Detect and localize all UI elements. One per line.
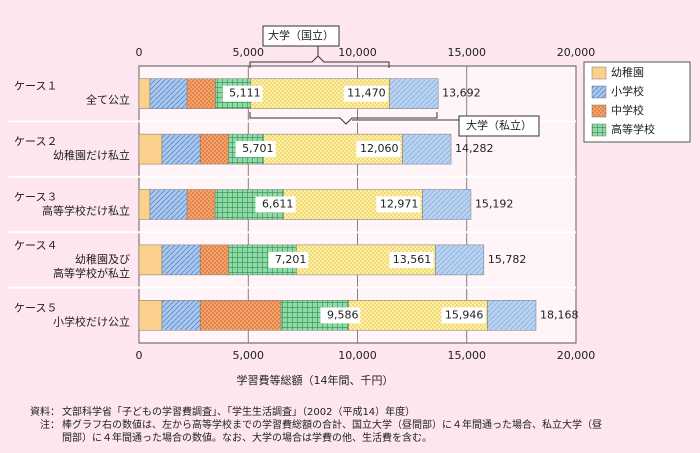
value-label: 5,111 [229,87,261,100]
bar-segment [199,300,282,331]
value-label: 18,168 [540,308,579,321]
bar-segment [161,300,201,331]
x-tick-label: 5,000 [233,349,265,362]
label-box [389,251,434,268]
label-box [235,141,276,158]
bar-segment [435,244,485,276]
bar-segment [186,78,216,109]
value-label: 5,701 [242,142,274,155]
bar-segment [138,189,151,220]
x-tick-label: 10,000 [338,46,377,59]
category-label: ケース４ [14,239,57,252]
bar-segment [138,244,163,276]
source: 文部科学省「子どもの学習費調査」、「学生生活調査」（2002（平成14）年度） [62,405,415,418]
legend-label: 小学校 [611,84,644,98]
value-label: 14,282 [455,142,494,155]
source-label: 資料： [30,405,60,418]
legend-label: 幼稚園 [611,66,644,79]
callout-label: 大学（私立） [466,118,532,132]
callout-private [249,112,540,137]
bar-segment [199,244,229,276]
value-label: 13,692 [442,87,481,100]
legend-swatch [591,104,607,118]
callout-label: 大学（国立） [268,28,334,42]
label-box [268,251,309,268]
category-label: 全て公立 [86,93,130,107]
legend-swatch [591,123,607,137]
x-tick-label: 5,000 [233,46,265,59]
x-tick-label: 0 [136,349,143,362]
x-tick-label: 20,000 [557,46,596,59]
callout-national [249,25,390,68]
x-axis-label: 学習費等総額（14年間、千円） [237,373,394,387]
category-label: 高等学校が私立 [53,266,130,280]
bar-segment [149,189,188,220]
bar-segment [487,300,537,331]
bar-segment [138,78,151,109]
category-label: 幼稚園だけ私立 [53,148,130,162]
bar-segment [389,78,439,109]
note-label: 注： [40,418,60,431]
label-box [376,196,421,213]
value-label: 6,611 [262,198,294,211]
bar-segment [138,300,163,331]
label-box [222,85,263,102]
label-box [441,307,486,324]
x-tick-label: 15,000 [448,46,487,59]
value-label: 15,946 [445,308,484,321]
category-label: ケース３ [14,191,57,204]
label-box [320,307,361,324]
x-tick-label: 10,000 [338,349,377,362]
legend-label: 高等学校 [611,122,655,136]
label-box [356,141,401,158]
bar-segment [402,133,452,165]
value-label: 7,201 [275,253,307,266]
note: 間部）に４年間通った場合の数値。なお、大学の場合は学費の他、生活費を含む。 [62,431,432,444]
value-label: 15,782 [488,253,526,266]
label-box [255,196,296,213]
value-label: 11,470 [347,87,386,100]
bar-segment [161,133,201,165]
category-label: 小学校だけ公立 [53,314,130,328]
legend-swatch [591,66,607,80]
legend-swatch [591,85,607,99]
bar-segment [422,189,472,220]
label-box [343,85,388,102]
x-tick-label: 15,000 [448,349,487,362]
value-label: 12,060 [360,142,399,155]
value-label: 13,561 [393,253,432,266]
bar-segment [149,78,188,109]
bar-segment [199,133,229,165]
category-label: 高等学校だけ私立 [42,204,130,218]
category-label: 幼稚園及び [75,253,130,266]
x-tick-label: 20,000 [557,349,596,362]
x-tick-label: 0 [136,46,143,59]
legend-label: 中学校 [611,103,644,117]
category-label: ケース１ [14,80,57,93]
value-label: 15,192 [475,198,514,211]
category-label: ケース２ [14,135,57,148]
value-label: 12,971 [380,198,419,211]
value-label: 9,586 [327,308,359,321]
category-label: ケース５ [14,301,57,314]
bar-segment [186,189,216,220]
bar-segment [138,133,163,165]
note: 棒グラフ右の数値は、左から高等学校までの学習費総額の合計、国立大学（昼間部）に４… [62,418,602,431]
bar-segment [161,244,201,276]
